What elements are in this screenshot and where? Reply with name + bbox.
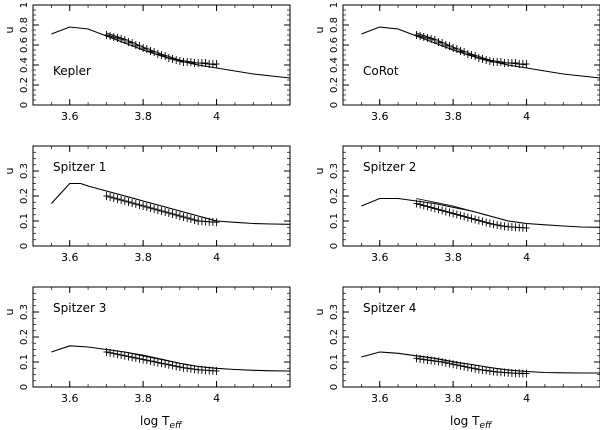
x-tick-label: 3.6 xyxy=(61,110,79,123)
x-tick-label: 3.6 xyxy=(371,110,389,123)
y-axis-label: u xyxy=(3,27,16,34)
model-curve-upper xyxy=(416,198,527,224)
x-axis-label-right: log Teff xyxy=(450,414,493,430)
x-tick-label: 4 xyxy=(523,251,530,264)
panel-3: 3.6 3.8 4 0 0.1 0.2 0.3u Spitzer 1 xyxy=(3,145,291,264)
y-tick-label: 0 xyxy=(329,384,340,390)
panel-label: Spitzer 2 xyxy=(363,160,416,174)
y-tick-label: 0.1 xyxy=(329,213,340,229)
x-tick-label: 3.8 xyxy=(134,392,152,405)
model-curve-upper xyxy=(106,190,217,222)
y-tick-label: 0.3 xyxy=(329,304,340,320)
y-tick-label: 0.3 xyxy=(329,163,340,179)
x-tick-label: 4 xyxy=(213,392,220,405)
y-tick-label: 0.6 xyxy=(329,37,340,53)
panel-6: 3.6 3.8 4 0 0.1 0.2 0.3u Spitzer 4 xyxy=(313,286,600,405)
x-tick-label: 4 xyxy=(523,392,530,405)
y-tick-label: 0.8 xyxy=(19,17,30,33)
panel-label: Spitzer 3 xyxy=(53,301,106,315)
model-curve xyxy=(51,26,291,79)
x-tick-label: 3.8 xyxy=(444,392,462,405)
panel-label: Spitzer 1 xyxy=(53,160,106,174)
y-tick-label: 0.2 xyxy=(329,188,340,204)
y-tick-label: 0.1 xyxy=(19,354,30,370)
y-axis-label: u xyxy=(313,168,326,175)
x-axis-label-main: log T xyxy=(450,414,480,428)
y-tick-label: 0.2 xyxy=(19,77,30,93)
x-tick-label: 4 xyxy=(523,110,530,123)
y-tick-label: 0.6 xyxy=(19,37,30,53)
y-tick-label: 0.3 xyxy=(19,163,30,179)
y-tick-label: 0.2 xyxy=(329,329,340,345)
x-tick-label: 4 xyxy=(213,251,220,264)
y-axis-label: u xyxy=(313,27,326,34)
panels-layer: 3.6 3.8 4 0 0.2 0.4 0.6 0.8 1 u Kepler 3.6 3.8 4 0 0.2 0… xyxy=(3,2,600,405)
y-tick-label: 0 xyxy=(329,243,340,249)
x-tick-label: 3.8 xyxy=(444,251,462,264)
y-tick-label: 0.1 xyxy=(19,213,30,229)
y-tick-label: 0.8 xyxy=(329,17,340,33)
x-tick-label: 3.6 xyxy=(61,251,79,264)
x-tick-label: 3.6 xyxy=(371,251,389,264)
y-tick-label: 0.4 xyxy=(329,57,340,73)
y-tick-label: 1 xyxy=(19,2,30,8)
y-axis-label: u xyxy=(3,168,16,175)
x-tick-label: 3.8 xyxy=(134,251,152,264)
y-tick-label: 0 xyxy=(19,102,30,108)
x-tick-label: 3.8 xyxy=(444,110,462,123)
panel-5: 3.6 3.8 4 0 0.1 0.2 0.3u Spitzer 3 xyxy=(3,286,291,405)
panel-2: 3.6 3.8 4 0 0.2 0.4 0.6 0.8 1 u CoRot xyxy=(313,2,600,123)
y-tick-label: 0.1 xyxy=(329,354,340,370)
y-tick-label: 0.4 xyxy=(19,57,30,73)
x-axis-label-subscript: eff xyxy=(479,421,493,430)
y-axis-label: u xyxy=(3,309,16,316)
y-tick-label: 0.2 xyxy=(19,329,30,345)
y-tick-label: 0 xyxy=(329,102,340,108)
x-axis-label-left: log Teff xyxy=(140,414,183,430)
panel-label: CoRot xyxy=(363,64,399,78)
model-curve xyxy=(361,197,600,228)
x-tick-label: 4 xyxy=(213,110,220,123)
x-tick-label: 3.8 xyxy=(134,110,152,123)
model-curve xyxy=(51,345,291,372)
model-curve xyxy=(361,26,600,79)
panel-label: Spitzer 4 xyxy=(363,301,416,315)
y-axis-label: u xyxy=(313,309,326,316)
y-tick-label: 0.2 xyxy=(329,77,340,93)
x-tick-label: 3.6 xyxy=(371,392,389,405)
y-tick-label: 0 xyxy=(19,384,30,390)
panel-4: 3.6 3.8 4 0 0.1 0.2 0.3u Spitzer 2 xyxy=(313,145,600,264)
model-curve xyxy=(50,182,291,225)
x-axis-label-subscript: eff xyxy=(169,421,183,430)
y-tick-label: 0 xyxy=(19,243,30,249)
model-curve-upper xyxy=(416,32,527,66)
model-curve-upper xyxy=(106,32,217,66)
panel-label: Kepler xyxy=(53,64,91,78)
x-tick-label: 3.6 xyxy=(61,392,79,405)
y-tick-label: 1 xyxy=(329,2,340,8)
panel-1: 3.6 3.8 4 0 0.2 0.4 0.6 0.8 1 u Kepler xyxy=(3,2,291,123)
y-tick-label: 0.3 xyxy=(19,304,30,320)
x-axis-label-main: log T xyxy=(140,414,170,428)
y-tick-label: 0.2 xyxy=(19,188,30,204)
